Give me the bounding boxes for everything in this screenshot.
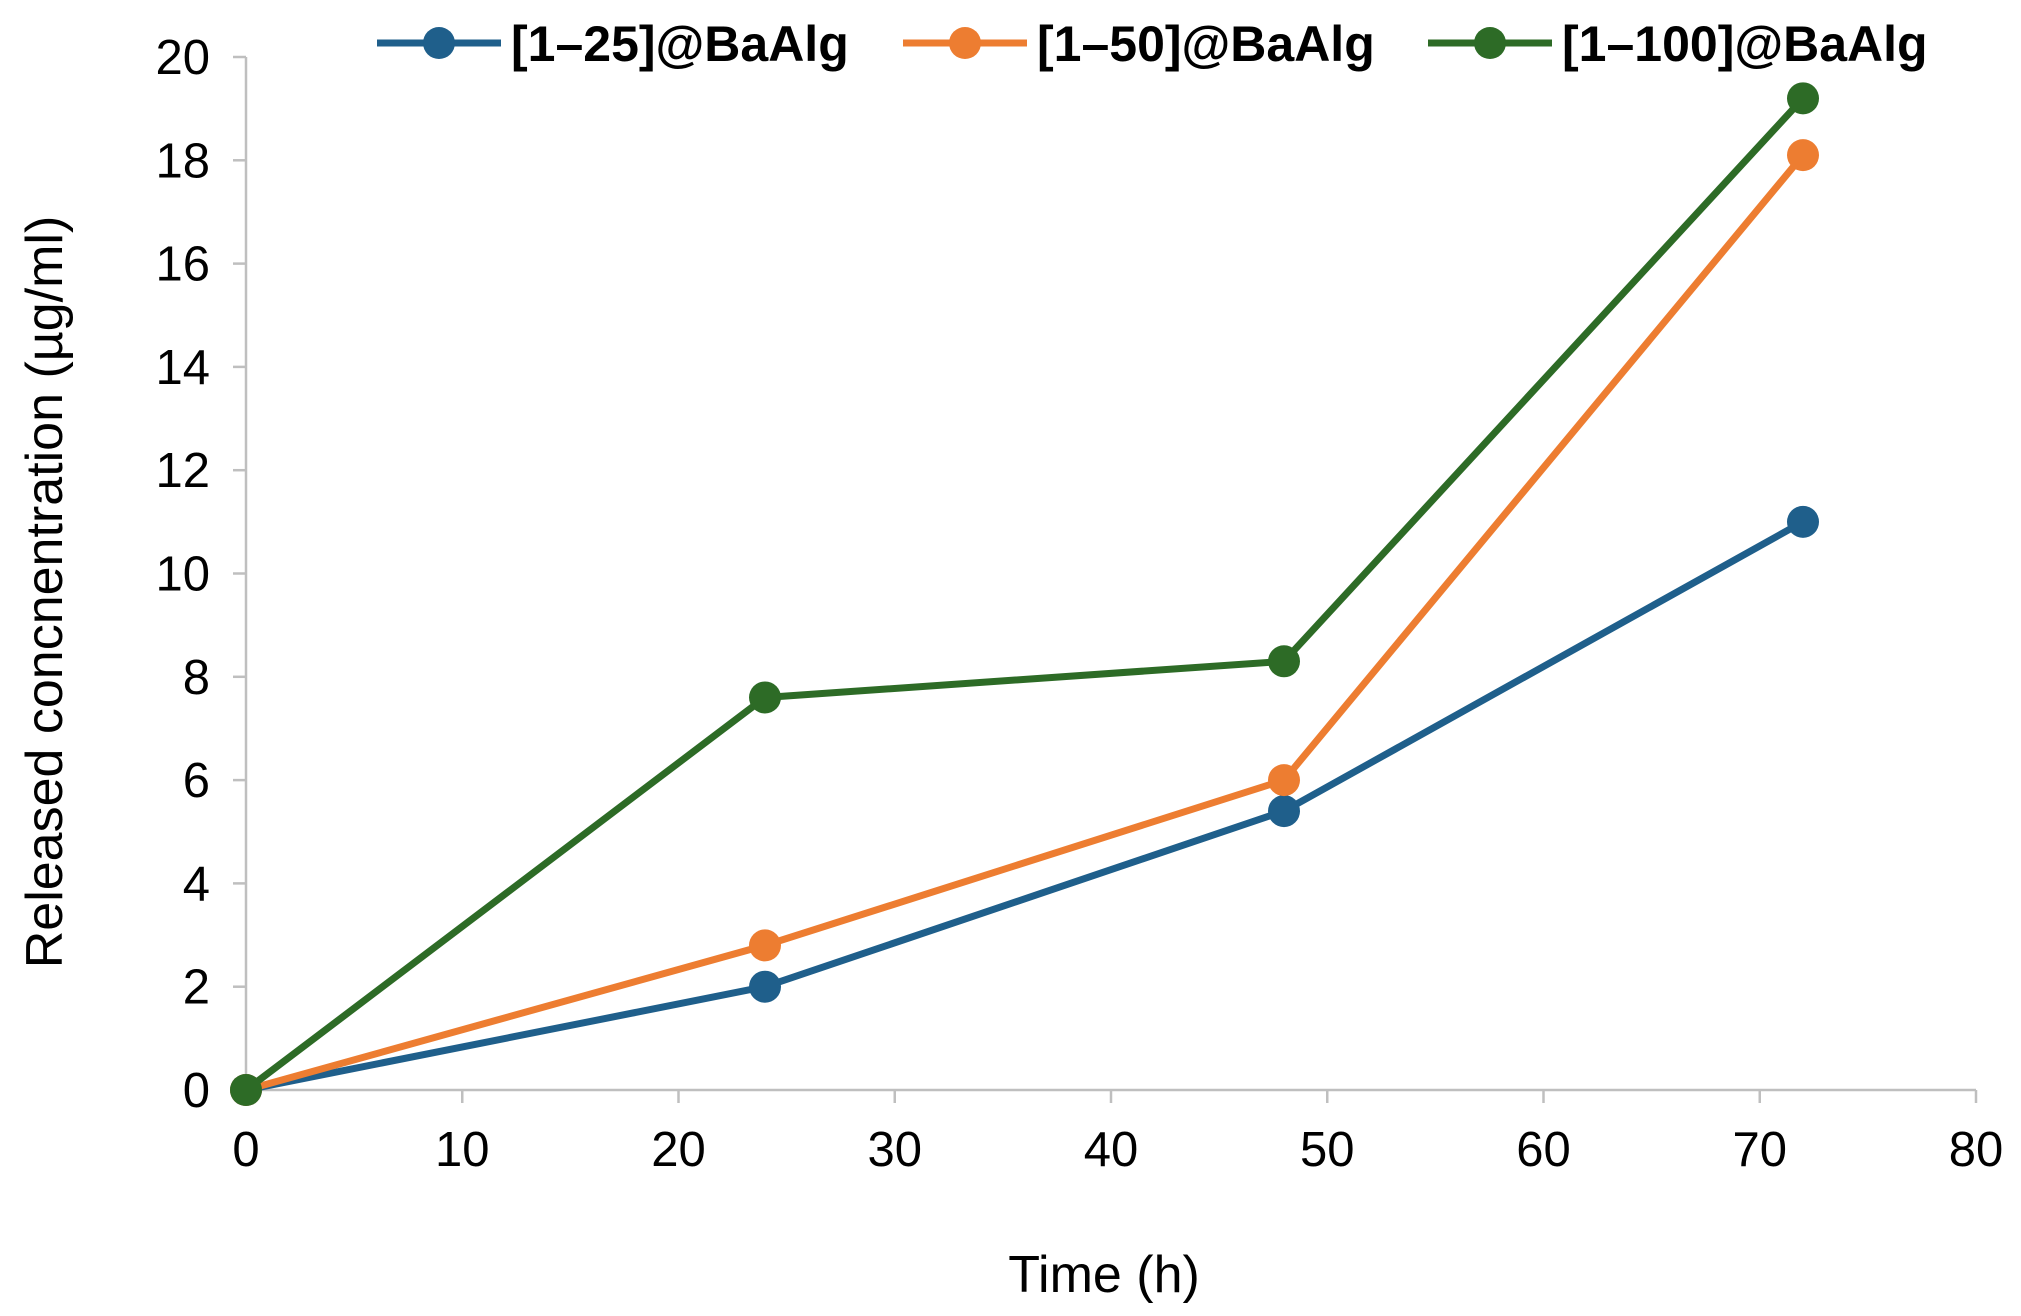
legend: [1–25]@BaAlg [1–50]@BaAlg [1–100]@BaAlg	[377, 16, 1928, 72]
legend-label: [1–50]@BaAlg	[1037, 16, 1375, 72]
y-tick-label: 20	[155, 31, 210, 85]
legend-swatch-marker	[423, 27, 455, 59]
series-line	[242, 518, 1807, 1094]
x-tick-label: 0	[232, 1123, 259, 1177]
x-axis-title: Time (h)	[1008, 1246, 1200, 1304]
y-tick-label: 12	[155, 444, 210, 498]
x-tick-label: 30	[867, 1123, 922, 1177]
legend-item: [1–100]@BaAlg	[1428, 16, 1928, 72]
x-tick-label: 10	[435, 1123, 490, 1177]
data-point	[230, 1074, 262, 1106]
legend-item: [1–50]@BaAlg	[903, 16, 1375, 72]
y-tick-label: 18	[155, 134, 210, 188]
x-tick-label: 40	[1084, 1123, 1139, 1177]
y-tick-label: 10	[155, 548, 210, 602]
axes: 0 2 4 6 8 10 12 14 16 18 20 0 10 20 30 40 50 60 70 80	[155, 31, 2003, 1177]
data-point	[1268, 795, 1300, 828]
data-point	[749, 929, 781, 962]
y-tick-label: 8	[183, 651, 210, 705]
series-2	[230, 139, 1819, 1106]
y-tick-label: 6	[183, 754, 210, 808]
y-tick-label: 14	[155, 341, 210, 395]
series-line	[242, 151, 1807, 1094]
y-tick-label: 4	[183, 857, 210, 911]
x-tick-label: 50	[1300, 1123, 1355, 1177]
data-point	[1787, 139, 1819, 172]
series-3	[230, 82, 1819, 1106]
y-tick-label: 16	[155, 238, 210, 292]
series-line	[242, 94, 1807, 1094]
data-point	[1787, 82, 1819, 115]
data-point	[749, 970, 781, 1003]
legend-item: [1–25]@BaAlg	[377, 16, 849, 72]
data-point	[1268, 645, 1300, 678]
data-point	[749, 681, 781, 714]
y-tick-label: 2	[183, 961, 210, 1015]
y-tick-label: 0	[183, 1064, 210, 1118]
x-tick-label: 80	[1949, 1123, 2004, 1177]
x-tick-label: 70	[1732, 1123, 1787, 1177]
data-point	[1268, 764, 1300, 797]
legend-label: [1–25]@BaAlg	[511, 16, 849, 72]
legend-label: [1–100]@BaAlg	[1562, 16, 1928, 72]
legend-swatch-marker	[949, 27, 981, 59]
x-tick-label: 60	[1516, 1123, 1571, 1177]
series-layer	[230, 82, 1819, 1106]
data-point	[1787, 505, 1819, 538]
legend-swatch-marker	[1474, 27, 1506, 59]
y-axis-title: Released concnentration (µg/ml)	[16, 216, 74, 969]
x-tick-label: 20	[651, 1123, 706, 1177]
series-1	[230, 505, 1819, 1106]
